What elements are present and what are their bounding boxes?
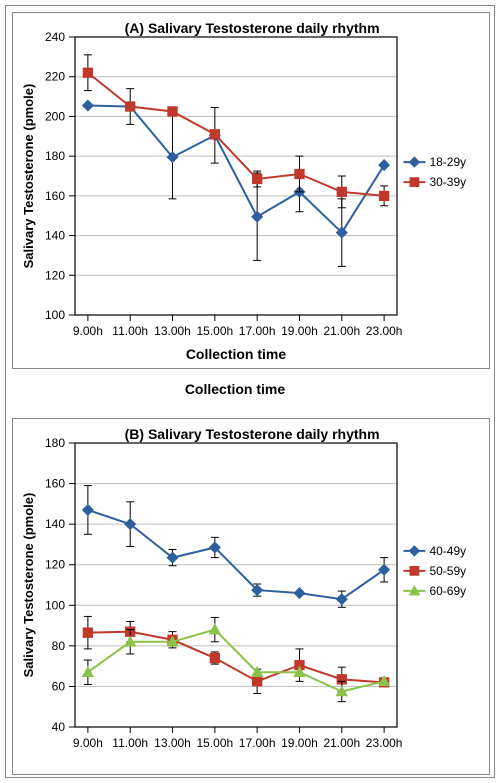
ytick-label: 120 — [45, 558, 65, 572]
legend-label: 50-59y — [429, 564, 466, 578]
ytick-label: 220 — [45, 70, 65, 84]
xtick-label: 23.00h — [366, 324, 403, 338]
series-marker — [295, 169, 304, 178]
ytick-label: 40 — [52, 720, 66, 734]
series-marker — [126, 102, 135, 111]
ytick-label: 160 — [45, 189, 65, 203]
xtick-label: 9.00h — [73, 736, 103, 750]
ytick-label: 200 — [45, 109, 65, 123]
ytick-label: 240 — [45, 30, 65, 44]
ytick-label: 160 — [45, 477, 65, 491]
xtick-label: 13.00h — [154, 736, 191, 750]
series-marker — [210, 130, 219, 139]
x-axis-label: Collection time — [186, 346, 287, 362]
chart-title: (B) Salivary Testosterone daily rhythm — [125, 426, 380, 442]
ytick-label: 100 — [45, 308, 65, 322]
xtick-label: 15.00h — [196, 736, 233, 750]
series-marker — [252, 677, 261, 686]
series-marker — [210, 653, 219, 662]
xtick-label: 17.00h — [239, 736, 276, 750]
series-marker — [252, 174, 261, 183]
xtick-label: 17.00h — [239, 324, 276, 338]
series-marker — [379, 160, 390, 171]
x-axis-label-between: Collection time — [74, 381, 396, 397]
xtick-label: 21.00h — [323, 324, 360, 338]
legend-label: 18-29y — [429, 155, 466, 169]
xtick-label: 21.00h — [323, 736, 360, 750]
ytick-label: 140 — [45, 229, 65, 243]
xtick-label: 19.00h — [281, 736, 318, 750]
y-axis-label: Salivary Testosterone (pmole) — [21, 84, 36, 269]
xtick-label: 23.00h — [366, 736, 403, 750]
chart-title: (A) Salivary Testosterone daily rhythm — [125, 20, 380, 36]
ytick-label: 180 — [45, 149, 65, 163]
xtick-label: 13.00h — [154, 324, 191, 338]
series-marker — [294, 588, 305, 599]
chart-svg: 40 60 80 100 120 140 160 180 9.00h 11.00h 13.00h 15… — [13, 419, 489, 774]
xtick-label: 11.00h — [112, 736, 148, 750]
chart-panel-b: 40 60 80 100 120 140 160 180 9.00h 11.00h 13.00h 15… — [12, 418, 490, 775]
legend-label: 30-39y — [429, 175, 466, 189]
ytick-label: 120 — [45, 268, 65, 282]
series-marker — [168, 107, 177, 116]
ytick-label: 180 — [45, 436, 65, 450]
series-marker — [210, 624, 221, 634]
xtick-label: 19.00h — [281, 324, 318, 338]
figure-page: 100 120 140 160 180 200 220 240 9.00h 11.00h 13.00… — [0, 0, 500, 783]
xtick-label: 15.00h — [196, 324, 233, 338]
series-marker — [83, 628, 92, 637]
ytick-label: 60 — [52, 679, 66, 693]
ytick-label: 80 — [52, 639, 66, 653]
series-marker — [83, 505, 94, 516]
ytick-label: 140 — [45, 517, 65, 531]
chart-panel-a: 100 120 140 160 180 200 220 240 9.00h 11.00h 13.00… — [12, 12, 490, 369]
legend-label: 60-69y — [429, 584, 466, 598]
legend-label: 40-49y — [429, 544, 466, 558]
chart-svg: 100 120 140 160 180 200 220 240 9.00h 11.00h 13.00… — [13, 13, 489, 368]
ytick-label: 100 — [45, 598, 65, 612]
series-marker — [379, 191, 388, 200]
xtick-label: 9.00h — [73, 324, 103, 338]
series-marker — [337, 187, 346, 196]
series-marker — [83, 100, 94, 111]
series-marker — [252, 211, 263, 222]
y-axis-label: Salivary Testosterone (pmole) — [21, 493, 36, 678]
series-marker — [83, 68, 92, 77]
xtick-label: 11.00h — [112, 324, 148, 338]
